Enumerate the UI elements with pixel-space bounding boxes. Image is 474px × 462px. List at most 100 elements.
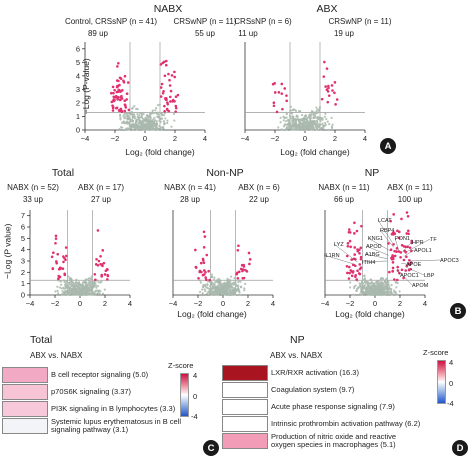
data-point-nonsignificant [153,116,156,119]
data-point-significant [280,92,284,95]
data-point-nonsignificant [308,127,311,130]
data-point-nonsignificant [159,111,162,115]
data-point-significant [122,79,125,83]
data-point-nonsignificant [244,282,247,285]
data-point-significant [174,95,178,98]
data-point-significant [168,95,172,99]
gene-label-leader [406,238,431,253]
data-point-nonsignificant [101,292,105,295]
data-point-nonsignificant [163,112,167,115]
data-point-nonsignificant [99,281,102,284]
data-point-nonsignificant [318,123,321,126]
data-point-significant [277,91,281,94]
data-point-significant [245,270,249,273]
data-point-significant [163,74,167,78]
data-point-nonsignificant [120,121,124,124]
data-point-significant [323,60,326,64]
data-point-nonsignificant [298,120,301,123]
data-point-significant [400,217,403,221]
data-point-significant [349,269,353,272]
data-point-nonsignificant [302,128,305,132]
data-point-significant [239,267,243,271]
data-point-nonsignificant [300,113,304,117]
data-point-nonsignificant [297,127,300,130]
data-point-nonsignificant [298,123,301,126]
data-point-nonsignificant [316,125,320,128]
data-point-significant [358,263,362,266]
data-point-nonsignificant [56,285,59,288]
gene-label: IL1RN [324,253,340,259]
data-point-nonsignificant [158,117,161,120]
data-point-nonsignificant [130,126,133,130]
pathway-label: LXR/RXR activation (16.3) [271,368,359,378]
y-tick-label: 6 [21,223,25,232]
data-point-significant [395,250,398,253]
data-point-nonsignificant [293,122,296,126]
data-point-significant [205,253,209,257]
data-point-significant [348,265,351,269]
data-point-significant [208,278,211,282]
data-point-nonsignificant [198,290,202,294]
data-point-significant [346,242,350,245]
data-point-significant [333,91,336,95]
data-point-significant [353,232,356,235]
data-point-nonsignificant [362,278,365,281]
data-point-significant [237,244,240,248]
pathway-label: Systemic lupus erythematosus in B cell s… [51,417,182,434]
data-point-significant [126,81,130,84]
data-point-nonsignificant [305,126,309,129]
x-axis-label: Log₂ (fold change) [280,147,350,157]
pathway-zscore-cell [2,418,48,434]
data-point-significant [123,99,127,103]
data-point-nonsignificant [306,119,309,123]
data-point-nonsignificant [318,107,321,110]
data-point-nonsignificant [135,107,138,110]
data-point-nonsignificant [208,292,211,295]
data-point-nonsignificant [210,273,213,276]
data-point-nonsignificant [384,278,388,281]
data-point-significant [359,266,363,269]
data-point-significant [204,278,208,282]
data-point-nonsignificant [69,283,73,286]
gene-label-leader [379,229,394,248]
data-point-significant [327,94,331,97]
data-point-significant [202,230,206,234]
data-point-significant [176,93,180,97]
data-point-significant [123,74,127,78]
data-point-significant [161,91,165,95]
pathway-row: Production of nitric oxide and reactive … [222,433,421,449]
data-point-significant [174,106,178,110]
data-point-significant [354,273,357,277]
data-point-significant [348,231,352,234]
data-point-significant [397,230,401,234]
data-point-nonsignificant [238,293,241,296]
data-point-nonsignificant [224,284,227,287]
data-point-nonsignificant [325,117,328,121]
data-point-nonsignificant [156,115,160,118]
data-point-significant [167,109,171,113]
data-point-significant [118,98,122,102]
data-point-significant [117,61,120,65]
data-point-nonsignificant [214,285,217,288]
data-point-nonsignificant [81,282,84,286]
gene-label: LCAT [378,218,392,224]
data-point-nonsignificant [348,286,352,289]
data-point-nonsignificant [155,125,158,128]
data-point-nonsignificant [289,125,292,128]
data-point-nonsignificant [225,291,228,295]
data-point-nonsignificant [377,290,380,293]
data-point-nonsignificant [88,292,91,295]
data-point-nonsignificant [303,124,306,127]
data-point-nonsignificant [370,279,373,282]
data-point-nonsignificant [65,293,68,297]
data-point-nonsignificant [130,107,134,110]
data-point-nonsignificant [118,128,121,131]
data-point-nonsignificant [131,113,134,116]
data-point-significant [111,85,115,89]
data-point-significant [241,276,245,280]
data-point-significant [327,84,330,88]
data-point-nonsignificant [360,290,363,293]
data-point-significant [125,98,129,101]
heatmap-subtitle: ABX vs. NABX [30,351,83,360]
right-up-count: 27 up [90,195,112,204]
